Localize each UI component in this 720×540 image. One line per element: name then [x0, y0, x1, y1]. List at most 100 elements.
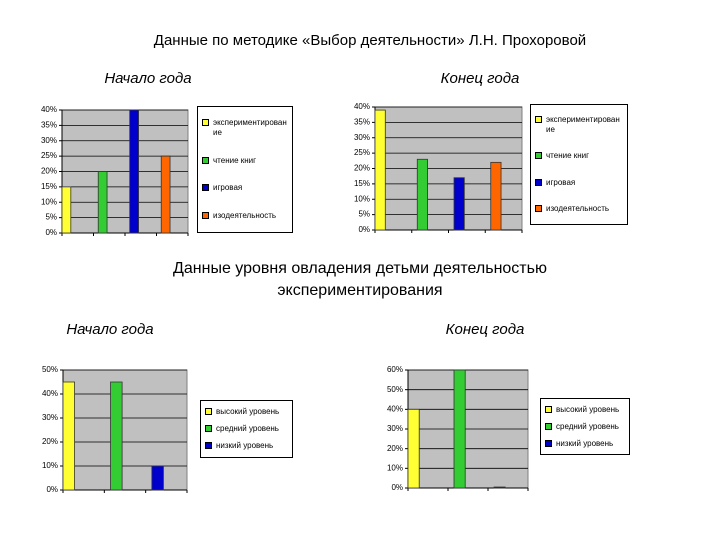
bar [407, 408, 420, 489]
legend-swatch [545, 439, 552, 447]
legend-label: чтение книг [546, 151, 590, 161]
bar [110, 381, 123, 491]
legend-item: изодеятельность [202, 211, 288, 221]
bar [62, 381, 75, 491]
y-tick-label: 20% [387, 444, 403, 453]
bar [374, 109, 386, 231]
legend: высокий уровень средний уровень низкий уро… [540, 398, 630, 455]
legend-swatch [202, 184, 209, 192]
y-tick-label: 10% [354, 194, 370, 203]
legend-item: игровая [535, 178, 623, 188]
legend-item: низкий уровень [205, 441, 288, 451]
y-tick-label: 35% [41, 120, 57, 129]
legend-item: средний уровень [205, 424, 288, 434]
legend-label: чтение книг [213, 155, 257, 165]
y-tick-label: 0% [391, 483, 403, 492]
bar [453, 369, 466, 489]
legend-item: низкий уровень [545, 439, 625, 449]
legend-label: игровая [546, 177, 576, 187]
plot-area [62, 369, 188, 491]
y-tick-label: 0% [46, 485, 58, 494]
legend-label: низкий уровень [556, 438, 614, 448]
y-tick-label: 30% [354, 133, 370, 142]
y-tick-label: 40% [387, 404, 403, 413]
section-title: Данные уровня овладения детьми деятельно… [173, 260, 547, 299]
chart-title: Начало года [66, 321, 154, 338]
bar [97, 171, 108, 234]
legend-swatch [202, 118, 209, 126]
y-tick-label: 40% [41, 105, 57, 114]
y-tick-label: 25% [41, 151, 57, 160]
legend: экспериментирование чтение книг игровая изо… [197, 106, 293, 233]
legend-item: экспериментирование [535, 115, 623, 135]
y-tick-label: 10% [387, 463, 403, 472]
chart: 0% 5% 10% 15% 20% 25% 30% 35% 40% [354, 102, 523, 234]
legend-swatch [535, 204, 542, 212]
legend-label: низкий уровень [216, 441, 274, 451]
chart-title: Конец года [440, 70, 520, 87]
bar [151, 465, 164, 491]
legend-swatch [205, 424, 212, 432]
chart: 0% 10% 20% 30% 40% 50% 60% [387, 365, 529, 492]
legend-label: экспериментирование [546, 115, 620, 135]
legend-item: экспериментирование [202, 118, 288, 138]
y-tick-label: 10% [41, 197, 57, 206]
legend-swatch [535, 152, 542, 160]
y-tick-label: 30% [387, 424, 403, 433]
legend-label: высокий уровень [556, 404, 620, 414]
legend-swatch [545, 422, 552, 430]
legend-label: изодеятельность [213, 211, 277, 221]
y-tick-label: 10% [42, 461, 58, 470]
y-tick-label: 15% [41, 182, 57, 191]
legend-item: высокий уровень [205, 407, 288, 417]
y-tick-label: 0% [45, 228, 57, 237]
legend-label: высокий уровень [216, 406, 280, 416]
y-tick-label: 15% [354, 179, 370, 188]
y-tick-label: 50% [42, 365, 58, 374]
y-tick-label: 40% [42, 389, 58, 398]
bar [129, 109, 139, 234]
y-tick-label: 5% [45, 213, 57, 222]
legend-swatch [535, 178, 542, 186]
legend-item: изодеятельность [535, 204, 623, 214]
legend: высокий уровень средний уровень низкий уро… [200, 400, 293, 458]
y-tick-label: 40% [354, 102, 370, 111]
y-tick-label: 60% [387, 365, 403, 374]
chart: 0% 5% 10% 15% 20% 25% 30% 35% 40% [41, 105, 189, 237]
chart-title: Начало года [104, 70, 192, 87]
legend-label: изодеятельность [546, 203, 610, 213]
legend-swatch [535, 116, 542, 124]
legend-item: высокий уровень [545, 405, 625, 415]
bar [416, 158, 428, 231]
legend-label: игровая [213, 183, 243, 193]
chart-title: Конец года [445, 321, 525, 338]
legend-label: средний уровень [216, 423, 279, 433]
bar [490, 161, 502, 231]
y-tick-label: 20% [354, 164, 370, 173]
y-tick-label: 5% [358, 210, 370, 219]
y-tick-label: 20% [42, 437, 58, 446]
legend: экспериментирование чтение книг игровая изо… [530, 104, 628, 225]
y-tick-label: 35% [354, 117, 370, 126]
y-tick-label: 30% [41, 136, 57, 145]
legend-item: чтение книг [535, 151, 623, 161]
bar [493, 486, 506, 489]
chart: 0% 10% 20% 30% 40% 50% [42, 365, 188, 494]
legend-swatch [202, 212, 209, 220]
legend-item: средний уровень [545, 422, 625, 432]
legend-label: экспериментирование [213, 117, 287, 137]
slide-title: Данные по методике «Выбор деятельности» … [153, 32, 587, 49]
legend-swatch [205, 442, 212, 450]
y-tick-label: 0% [358, 225, 370, 234]
y-tick-label: 20% [41, 167, 57, 176]
legend-swatch [202, 156, 209, 164]
y-tick-label: 30% [42, 413, 58, 422]
bar [160, 155, 171, 234]
legend-swatch [205, 407, 212, 415]
legend-label: средний уровень [556, 421, 619, 431]
bar [61, 186, 72, 234]
legend-item: чтение книг [202, 156, 288, 166]
y-tick-label: 25% [354, 148, 370, 157]
